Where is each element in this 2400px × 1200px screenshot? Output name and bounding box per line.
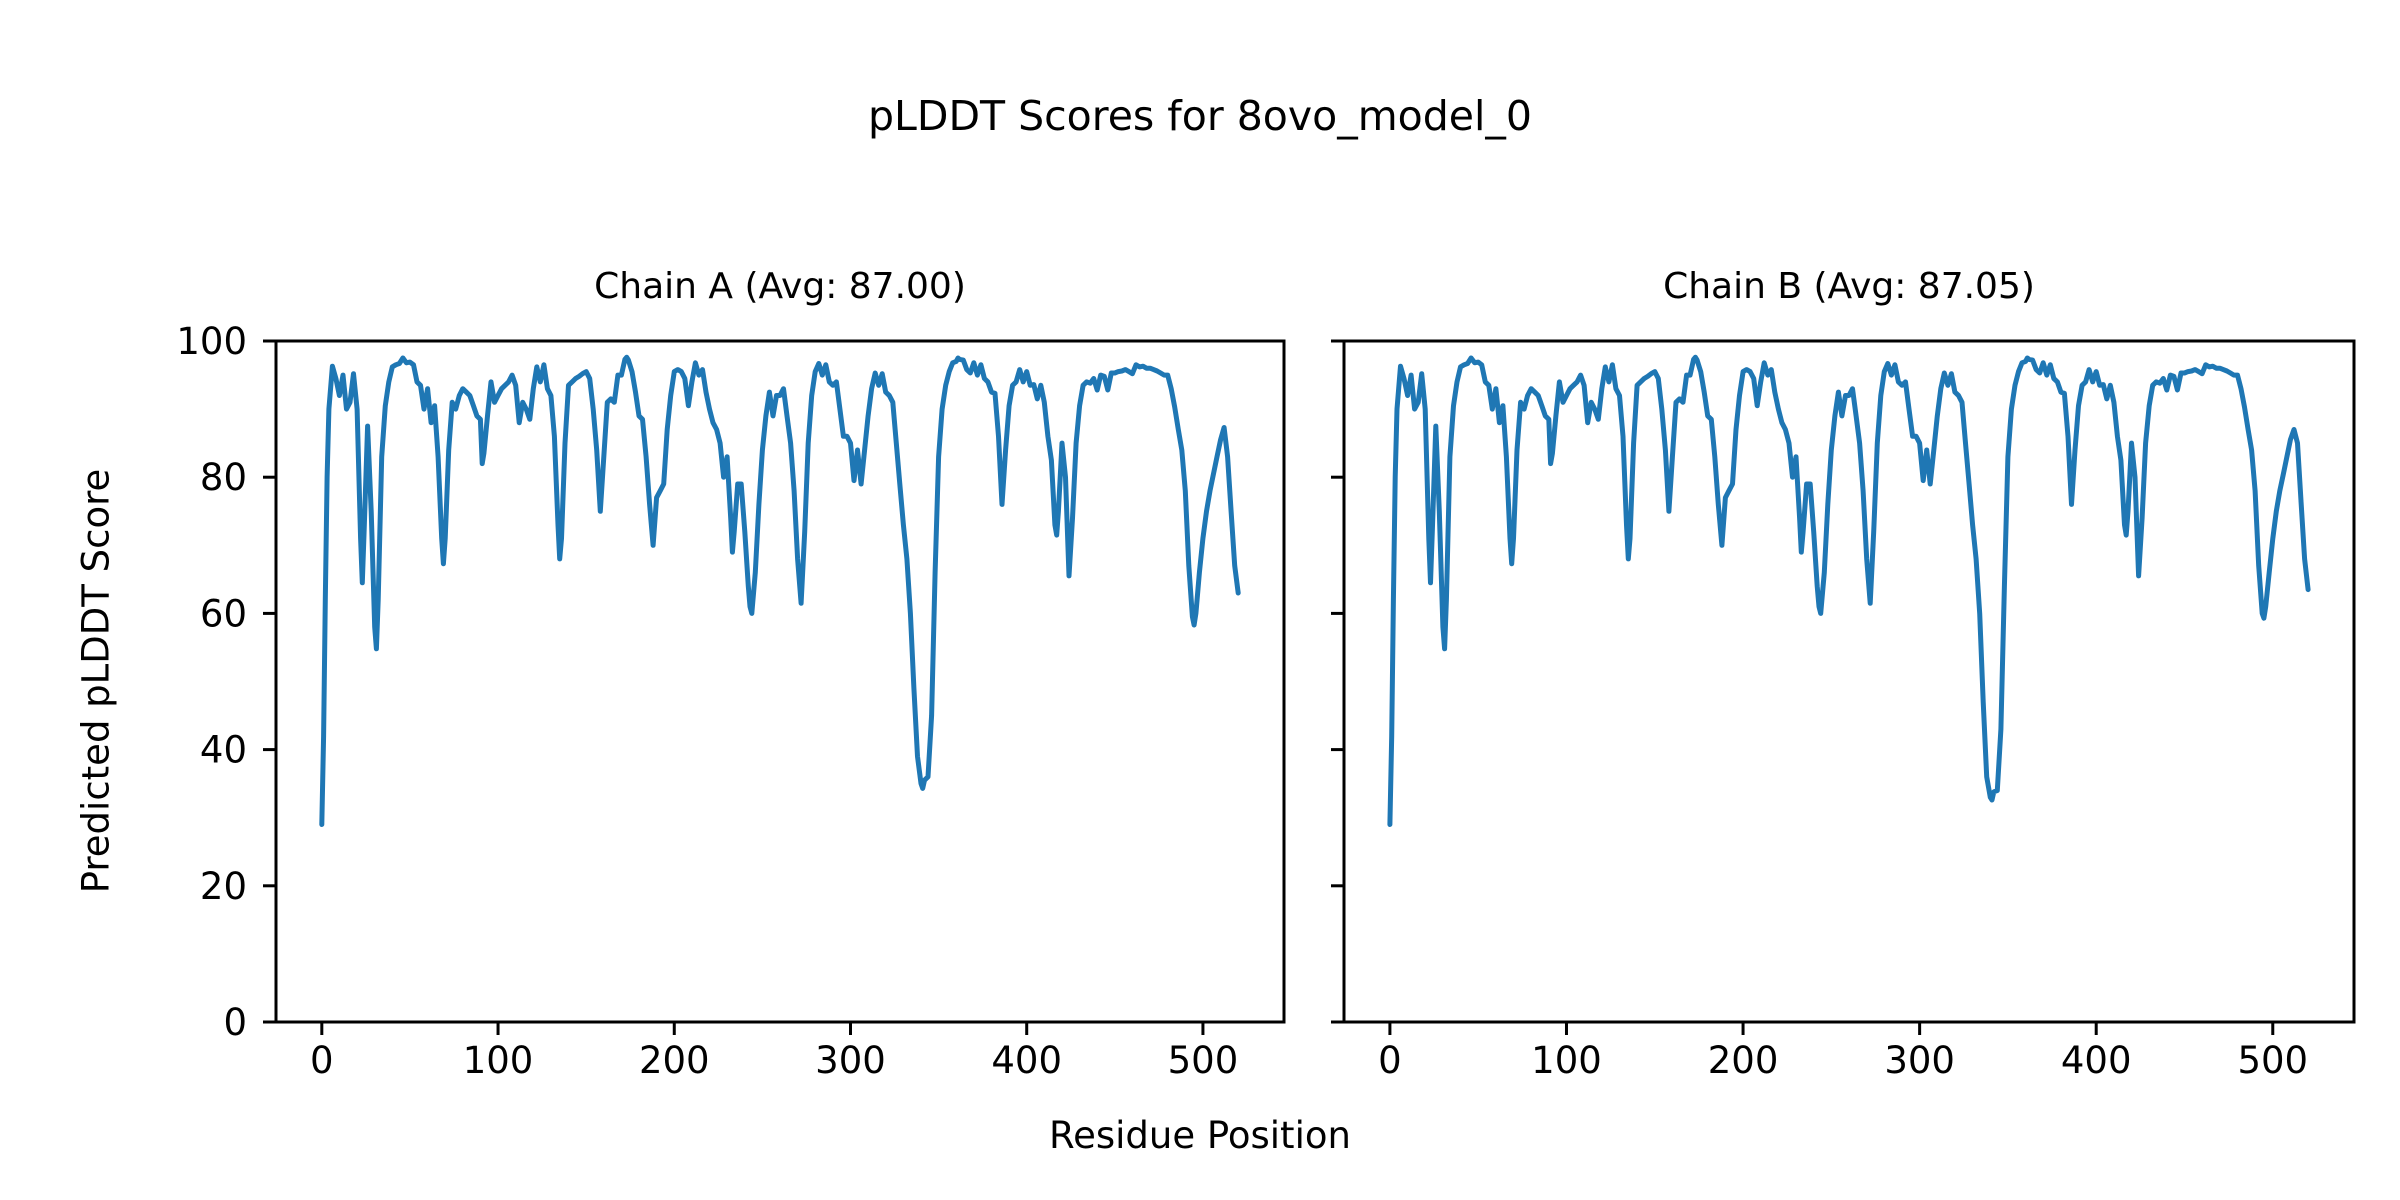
subplot-a-title: Chain A (Avg: 87.00)	[594, 266, 966, 307]
y-tick-label: 100	[176, 320, 247, 363]
x-tick-label: 0	[310, 1039, 334, 1082]
x-tick-label: 400	[2061, 1039, 2132, 1082]
x-tick-label: 100	[463, 1039, 534, 1082]
x-tick-label: 100	[1531, 1039, 1602, 1082]
x-tick-label: 500	[2237, 1039, 2308, 1082]
x-tick-label: 400	[991, 1039, 1062, 1082]
plddt-line-chain-B	[1387, 354, 2311, 827]
x-tick-label: 300	[1884, 1039, 1955, 1082]
x-tick-label: 0	[1378, 1039, 1402, 1082]
y-tick-label: 80	[200, 456, 247, 499]
x-tick-label: 200	[1708, 1039, 1779, 1082]
axes-frame	[1342, 339, 2356, 1024]
y-tick-label: 60	[200, 592, 247, 635]
x-tick-label: 200	[639, 1039, 710, 1082]
plddt-line-chain-A	[319, 354, 1241, 827]
y-tick-label: 40	[200, 729, 247, 772]
x-axis-label: Residue Position	[1049, 1114, 1351, 1157]
subplot-b-title: Chain B (Avg: 87.05)	[1663, 266, 2035, 307]
y-tick-label: 20	[200, 865, 247, 908]
figure-title: pLDDT Scores for 8ovo_model_0	[868, 92, 1532, 140]
y-tick-label: 0	[223, 1001, 247, 1044]
x-tick-label: 500	[1168, 1039, 1239, 1082]
subplot-B: 0 100 200 300 400 500	[1331, 339, 2356, 1082]
x-tick-label: 300	[815, 1039, 886, 1082]
axes-frame	[274, 339, 1286, 1024]
subplot-A: 0 100 200 300 400 500 0 20 40 60 80 100	[176, 320, 1286, 1082]
